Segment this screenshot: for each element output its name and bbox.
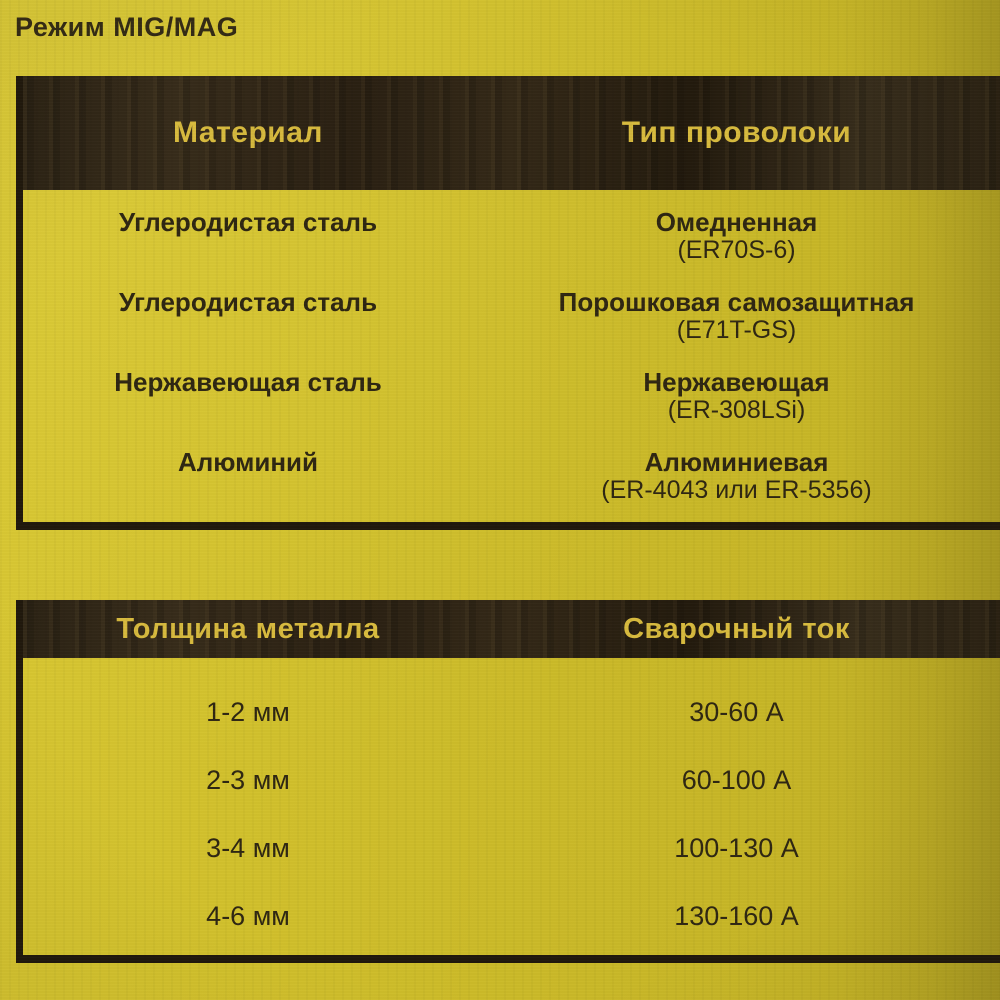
thickness-cell: 3-4 мм — [206, 832, 290, 863]
current-cell: 30-60 А — [689, 696, 784, 727]
wire-cell: Порошковая самозащитная (E71T-GS) — [473, 288, 1000, 355]
wire-spec: (E71T-GS) — [676, 316, 797, 344]
column-header-thickness: Толщина металла — [116, 612, 380, 645]
material-cell: Углеродистая сталь — [118, 287, 378, 317]
wire-type: Омедненная — [655, 207, 818, 237]
current-table: Толщина металла Сварочный ток 1-2 мм 30-… — [16, 600, 1000, 963]
wire-spec: (ER-308LSi) — [667, 396, 806, 424]
thickness-cell: 4-6 мм — [206, 900, 290, 931]
current-cell: 100-130 А — [674, 832, 799, 863]
wire-type: Нержавеющая — [643, 367, 830, 397]
table-row: Нержавеющая сталь Нержавеющая (ER-308LSi… — [23, 355, 1000, 435]
wire-cell: Омедненная (ER70S-6) — [473, 208, 1000, 275]
column-header-wire-type: Тип проволоки — [621, 116, 852, 149]
table-row: Углеродистая сталь Омедненная (ER70S-6) — [23, 195, 1000, 275]
material-cell: Алюминий — [177, 447, 319, 477]
wire-type: Алюминиевая — [644, 447, 829, 477]
wire-spec: (ER-4043 или ER-5356) — [601, 476, 872, 504]
current-cell: 130-160 А — [674, 900, 799, 931]
table-row: 4-6 мм 130-160 А — [23, 882, 1000, 950]
material-cell: Нержавеющая сталь — [114, 367, 382, 397]
wire-type: Порошковая самозащитная — [558, 287, 915, 317]
table-row: 3-4 мм 100-130 А — [23, 814, 1000, 882]
page-title: Режим MIG/MAG — [15, 12, 239, 42]
current-table-body: 1-2 мм 30-60 А 2-3 мм 60-100 А 3-4 мм 10… — [23, 658, 1000, 950]
materials-table-body: Углеродистая сталь Омедненная (ER70S-6) … — [23, 190, 1000, 515]
thickness-cell: 2-3 мм — [206, 764, 290, 795]
column-header-current: Сварочный ток — [623, 612, 850, 645]
wire-cell: Нержавеющая (ER-308LSi) — [473, 368, 1000, 435]
current-cell: 60-100 А — [681, 764, 792, 795]
table-row: 2-3 мм 60-100 А — [23, 746, 1000, 814]
table-row: Алюминий Алюминиевая (ER-4043 или ER-535… — [23, 435, 1000, 515]
wire-cell: Алюминиевая (ER-4043 или ER-5356) — [473, 448, 1000, 515]
material-cell: Углеродистая сталь — [118, 207, 378, 237]
current-table-header: Толщина металла Сварочный ток — [23, 600, 1000, 658]
table-row: 1-2 мм 30-60 А — [23, 678, 1000, 746]
materials-table: Материал Тип проволоки Углеродистая стал… — [16, 76, 1000, 530]
wire-spec: (ER70S-6) — [677, 236, 796, 264]
materials-table-header: Материал Тип проволоки — [23, 76, 1000, 190]
table-row: Углеродистая сталь Порошковая самозащитн… — [23, 275, 1000, 355]
column-header-material: Материал — [173, 116, 323, 149]
thickness-cell: 1-2 мм — [206, 696, 290, 727]
